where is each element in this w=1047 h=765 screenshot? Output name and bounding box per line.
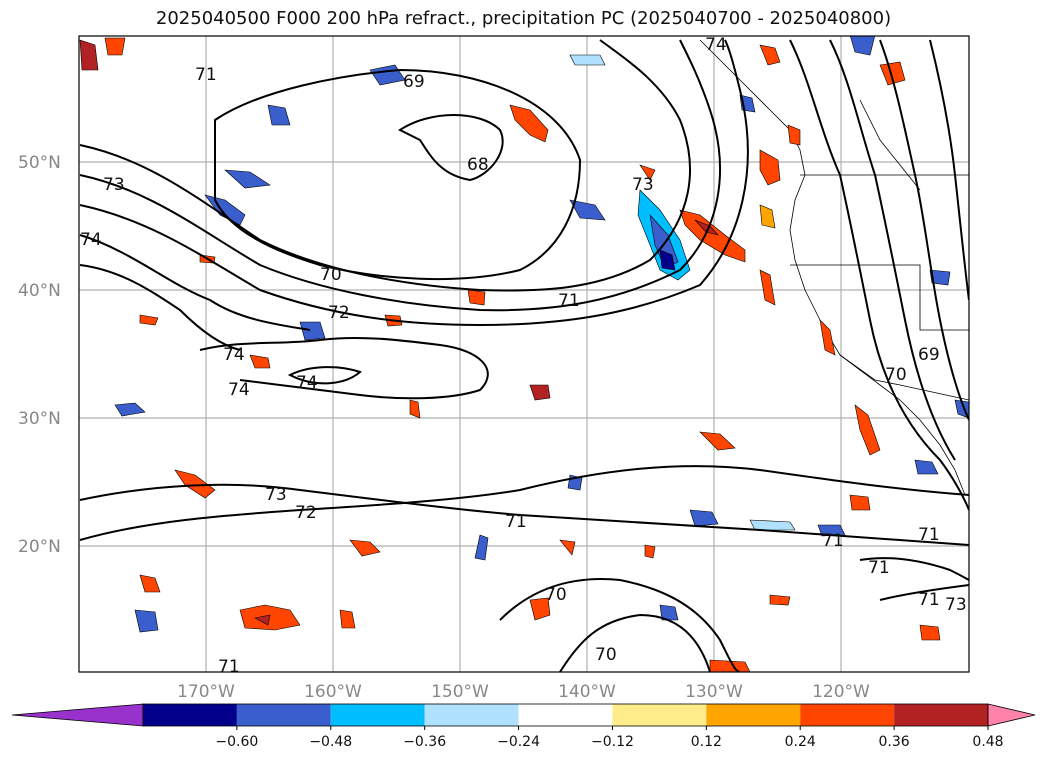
contour-label: 71 [868,558,890,578]
colorbar-segment [894,704,988,726]
refractivity-contours [79,39,969,672]
contour-label: 74 [296,373,318,393]
colorbar-tick-label: −0.36 [403,734,446,750]
colorbar-segment [800,704,895,726]
colorbar-segment [612,704,707,726]
contour-label: 73 [103,175,125,195]
contour-label: 71 [505,512,527,532]
colorbar-tick-label: −0.24 [497,734,540,750]
longitude-labels: 170°W 160°W 150°W 140°W 130°W 120°W [177,682,870,702]
lat-label: 40°N [18,281,61,301]
colorbar-extend-max [987,703,1036,727]
lon-label: 120°W [812,682,870,702]
lat-label: 50°N [18,153,61,173]
colorbar-tick-label: 0.36 [879,734,910,750]
contour-label: 71 [822,531,844,551]
colorbar-tick-label: 0.24 [785,734,816,750]
contour-label: 70 [545,585,567,605]
map-area: 71 69 68 73 74 70 72 71 73 74 74 74 73 7… [78,35,970,677]
contour-label: 69 [403,72,425,92]
contour-label: 70 [595,645,617,665]
colorbar-segment [236,704,331,726]
lon-label: 150°W [431,682,489,702]
contour-label: 73 [632,175,654,195]
contour-label: 70 [885,365,907,385]
colorbar: −0.60 −0.48 −0.36 −0.24 −0.12 0.12 0.24 0.36 0.4… [11,703,1036,750]
contour-label: 74 [228,380,250,400]
contour-label: 74 [223,345,245,365]
contour-label: 71 [218,657,240,677]
colorbar-tick-label: 0.12 [691,734,722,750]
contour-label: 72 [328,303,350,323]
contour-label: 69 [918,345,940,365]
contour-labels: 71 69 68 73 74 70 72 71 73 74 74 74 73 7… [80,35,967,677]
colorbar-tick-label: 0.48 [972,734,1003,750]
precip-negative [114,36,969,633]
lon-label: 140°W [558,682,616,702]
contour-label: 71 [918,525,940,545]
lon-label: 160°W [304,682,362,702]
contour-label: 71 [918,590,940,610]
lat-label: 20°N [18,537,61,557]
colorbar-outline [142,703,989,727]
colorbar-tick-label: −0.12 [591,734,634,750]
contour-label: 70 [320,265,342,285]
lat-label: 30°N [18,409,61,429]
precip-positive [79,37,941,672]
map-frame [78,35,970,673]
colorbar-segment [706,704,801,726]
colorbar-tick-label: −0.48 [309,734,352,750]
latitude-labels: 50°N 40°N 30°N 20°N [18,153,61,557]
coastlines [699,39,969,496]
contour-label: 71 [195,65,217,85]
lon-label: 170°W [177,682,235,702]
contour-label: 72 [295,503,317,523]
contour-label: 74 [705,35,727,55]
lon-label: 130°W [685,682,743,702]
contour-label: 71 [558,291,580,311]
colorbar-segment [518,704,613,726]
contour-label: 73 [945,595,967,615]
colorbar-extend-min [11,703,144,727]
contour-label: 74 [80,230,102,250]
colorbar-segment [424,704,519,726]
colorbar-segment [330,704,425,726]
map-title: 2025040500 F000 200 hPa refract., precip… [155,8,892,29]
colorbar-segment [143,704,237,726]
colorbar-tick-label: −0.60 [215,734,258,750]
contour-label: 68 [467,155,489,175]
contour-label: 73 [265,485,287,505]
